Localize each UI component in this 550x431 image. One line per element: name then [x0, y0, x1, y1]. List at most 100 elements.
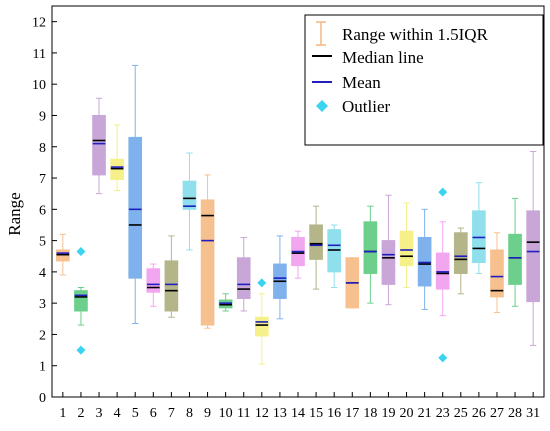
legend-range-symbol [316, 21, 326, 46]
box-group-2 [74, 247, 88, 355]
x-tick-label: 9 [204, 406, 211, 421]
box-group-13 [273, 235, 287, 320]
box-group-23 [435, 187, 450, 363]
box-group-31 [526, 150, 540, 346]
x-tick-label: 13 [273, 406, 287, 421]
x-tick-label: 12 [255, 406, 269, 421]
box-group-5 [128, 64, 143, 324]
box-iqr [182, 180, 197, 210]
x-tick-label: 31 [526, 406, 540, 421]
x-tick-label: 19 [381, 406, 395, 421]
x-tick-label: 10 [219, 406, 233, 421]
box-iqr [200, 199, 215, 326]
y-tick-label: 0 [39, 391, 46, 406]
box-group-19 [381, 194, 396, 306]
x-tick-label: 26 [472, 406, 486, 421]
x-axis: 1 2 3 4 5 6 7 8 9 10 11 12 13 14 15 16 17 18 19 20 21 23 25 26 2… [59, 392, 540, 421]
x-tick-label: 7 [168, 406, 175, 421]
box-group-25 [453, 227, 468, 295]
box-iqr [254, 316, 269, 337]
x-tick-label: 4 [114, 406, 121, 421]
x-tick-label: 18 [363, 406, 377, 421]
box-iqr [363, 221, 378, 274]
y-tick-label: 7 [39, 172, 46, 187]
box-iqr [381, 240, 396, 285]
box-iqr [490, 249, 504, 298]
y-tick-label: 3 [39, 297, 46, 312]
y-tick-label: 12 [32, 16, 46, 31]
box-group-4 [110, 124, 124, 192]
y-tick-label: 4 [39, 266, 46, 281]
x-tick-label: 5 [132, 406, 139, 421]
y-tick-label: 5 [39, 235, 46, 250]
y-tick-label: 6 [39, 203, 46, 218]
x-tick-label: 6 [150, 406, 157, 421]
x-tick-label: 28 [508, 406, 522, 421]
box-group-7 [164, 235, 179, 318]
x-tick-label: 23 [436, 406, 450, 421]
y-tick-label: 9 [39, 109, 46, 124]
x-tick-label: 8 [186, 406, 193, 421]
box-group-21 [417, 208, 432, 310]
box-iqr [453, 232, 468, 274]
box-group-10 [218, 293, 233, 312]
box-iqr [146, 268, 161, 293]
box-group-1 [56, 233, 70, 276]
box-iqr [74, 290, 88, 312]
box-group-17 [345, 257, 360, 309]
boxes-layer [56, 64, 540, 365]
legend-mean-label: Mean [342, 73, 381, 92]
x-tick-label: 21 [418, 406, 432, 421]
y-tick-label: 1 [39, 360, 46, 375]
box-iqr [399, 230, 414, 267]
x-tick-label: 25 [454, 406, 468, 421]
x-tick-label: 17 [345, 406, 359, 421]
box-iqr [526, 210, 540, 303]
y-tick-label: 10 [32, 78, 46, 93]
outlier-point [76, 345, 86, 355]
box-group-14 [291, 230, 305, 279]
x-tick-label: 11 [237, 406, 250, 421]
y-tick-label: 2 [39, 328, 46, 343]
box-group-16 [327, 224, 342, 289]
outlier-point [257, 278, 267, 288]
box-group-26 [472, 182, 486, 274]
legend-outlier-label: Outlier [342, 97, 390, 116]
y-tick-label: 8 [39, 141, 46, 156]
legend-outlier-symbol [316, 100, 328, 112]
box-iqr [236, 257, 251, 299]
box-group-6 [146, 263, 161, 307]
box-group-8 [182, 152, 197, 251]
box-group-12 [254, 278, 269, 365]
y-axis-title: Range [5, 192, 24, 235]
x-tick-label: 27 [490, 406, 504, 421]
outlier-point [438, 187, 448, 197]
box-iqr [128, 136, 143, 279]
x-tick-label: 15 [309, 406, 323, 421]
x-tick-label: 16 [327, 406, 341, 421]
x-tick-label: 3 [96, 406, 103, 421]
box-group-15 [309, 205, 323, 290]
x-tick-label: 1 [59, 406, 66, 421]
legend-frame [304, 14, 544, 146]
box-group-9 [200, 174, 215, 329]
legend-range-label: Range within 1.5IQR [342, 25, 489, 44]
outlier-point [76, 247, 86, 257]
x-tick-label: 2 [77, 406, 84, 421]
box-group-27 [490, 232, 504, 314]
y-tick-label: 11 [33, 47, 46, 62]
box-group-20 [399, 202, 414, 289]
outlier-point [438, 353, 448, 363]
legend-median-label: Median line [342, 48, 424, 67]
box-group-11 [236, 236, 251, 312]
box-iqr [164, 260, 179, 312]
x-tick-label: 14 [291, 406, 305, 421]
x-tick-label: 20 [400, 406, 414, 421]
box-group-18 [363, 205, 378, 304]
legend: Range within 1.5IQR Median line Mean Out… [304, 14, 544, 146]
box-iqr [508, 233, 522, 285]
box-iqr [309, 224, 323, 260]
box-iqr [92, 114, 106, 176]
